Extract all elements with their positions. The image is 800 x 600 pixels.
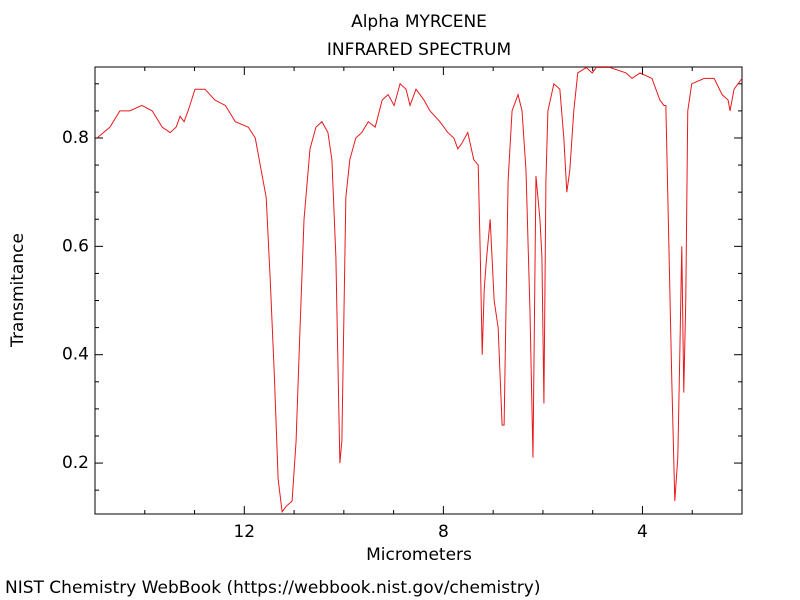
x-tick-label: 8 <box>438 522 449 542</box>
y-axis-label: Transmitance <box>8 233 28 348</box>
y-tick-label: 0.8 <box>62 128 89 148</box>
footer: NIST Chemistry WebBook (https://webbook.… <box>5 578 540 598</box>
x-tick-label: 4 <box>637 522 648 542</box>
y-tick-label: 0.6 <box>62 236 89 256</box>
x-axis-label: Micrometers <box>366 545 472 565</box>
plot-frame <box>94 66 743 515</box>
y-tick-label: 0.2 <box>62 453 89 473</box>
y-tick-label: 0.4 <box>62 345 89 365</box>
x-tick-label: 12 <box>233 522 255 542</box>
chart-subtitle: INFRARED SPECTRUM <box>327 40 511 60</box>
chart-title: Alpha MYRCENE <box>351 12 487 32</box>
spectrum-line <box>96 66 743 514</box>
